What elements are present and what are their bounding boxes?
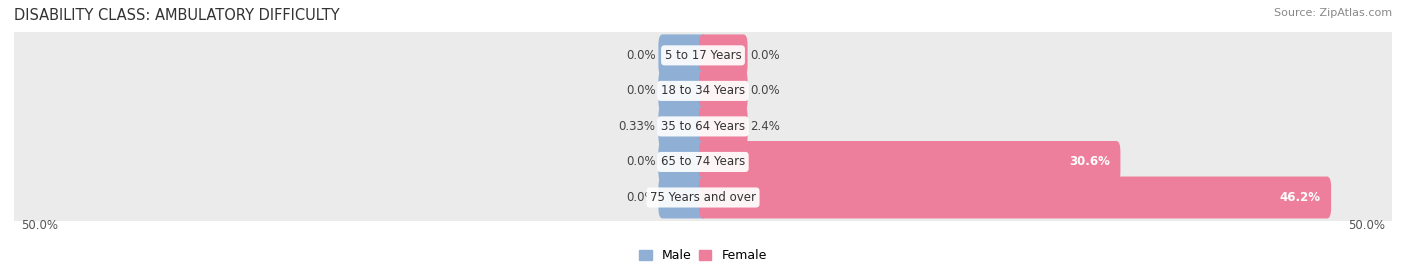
Text: 0.0%: 0.0% (626, 155, 655, 168)
FancyBboxPatch shape (699, 105, 748, 147)
Text: 75 Years and over: 75 Years and over (650, 191, 756, 204)
FancyBboxPatch shape (10, 29, 1396, 81)
Text: 0.0%: 0.0% (626, 84, 655, 97)
FancyBboxPatch shape (10, 136, 1396, 188)
FancyBboxPatch shape (10, 172, 1396, 224)
FancyBboxPatch shape (699, 34, 748, 76)
FancyBboxPatch shape (658, 70, 707, 112)
FancyBboxPatch shape (658, 105, 707, 147)
Text: 5 to 17 Years: 5 to 17 Years (665, 49, 741, 62)
FancyBboxPatch shape (10, 101, 1396, 152)
Text: Source: ZipAtlas.com: Source: ZipAtlas.com (1274, 8, 1392, 18)
Text: 0.0%: 0.0% (751, 49, 780, 62)
Text: 18 to 34 Years: 18 to 34 Years (661, 84, 745, 97)
Text: 2.4%: 2.4% (751, 120, 780, 133)
Text: 35 to 64 Years: 35 to 64 Years (661, 120, 745, 133)
Legend: Male, Female: Male, Female (634, 244, 772, 267)
Text: DISABILITY CLASS: AMBULATORY DIFFICULTY: DISABILITY CLASS: AMBULATORY DIFFICULTY (14, 8, 340, 23)
FancyBboxPatch shape (658, 141, 707, 183)
FancyBboxPatch shape (10, 65, 1396, 117)
Text: 65 to 74 Years: 65 to 74 Years (661, 155, 745, 168)
FancyBboxPatch shape (699, 70, 748, 112)
Text: 0.0%: 0.0% (626, 49, 655, 62)
Text: 50.0%: 50.0% (1348, 219, 1385, 232)
FancyBboxPatch shape (699, 176, 1331, 218)
Text: 30.6%: 30.6% (1069, 155, 1109, 168)
Text: 50.0%: 50.0% (21, 219, 58, 232)
Text: 0.33%: 0.33% (619, 120, 655, 133)
FancyBboxPatch shape (658, 176, 707, 218)
Text: 0.0%: 0.0% (626, 191, 655, 204)
Text: 0.0%: 0.0% (751, 84, 780, 97)
FancyBboxPatch shape (658, 34, 707, 76)
FancyBboxPatch shape (699, 141, 1121, 183)
Text: 46.2%: 46.2% (1279, 191, 1320, 204)
